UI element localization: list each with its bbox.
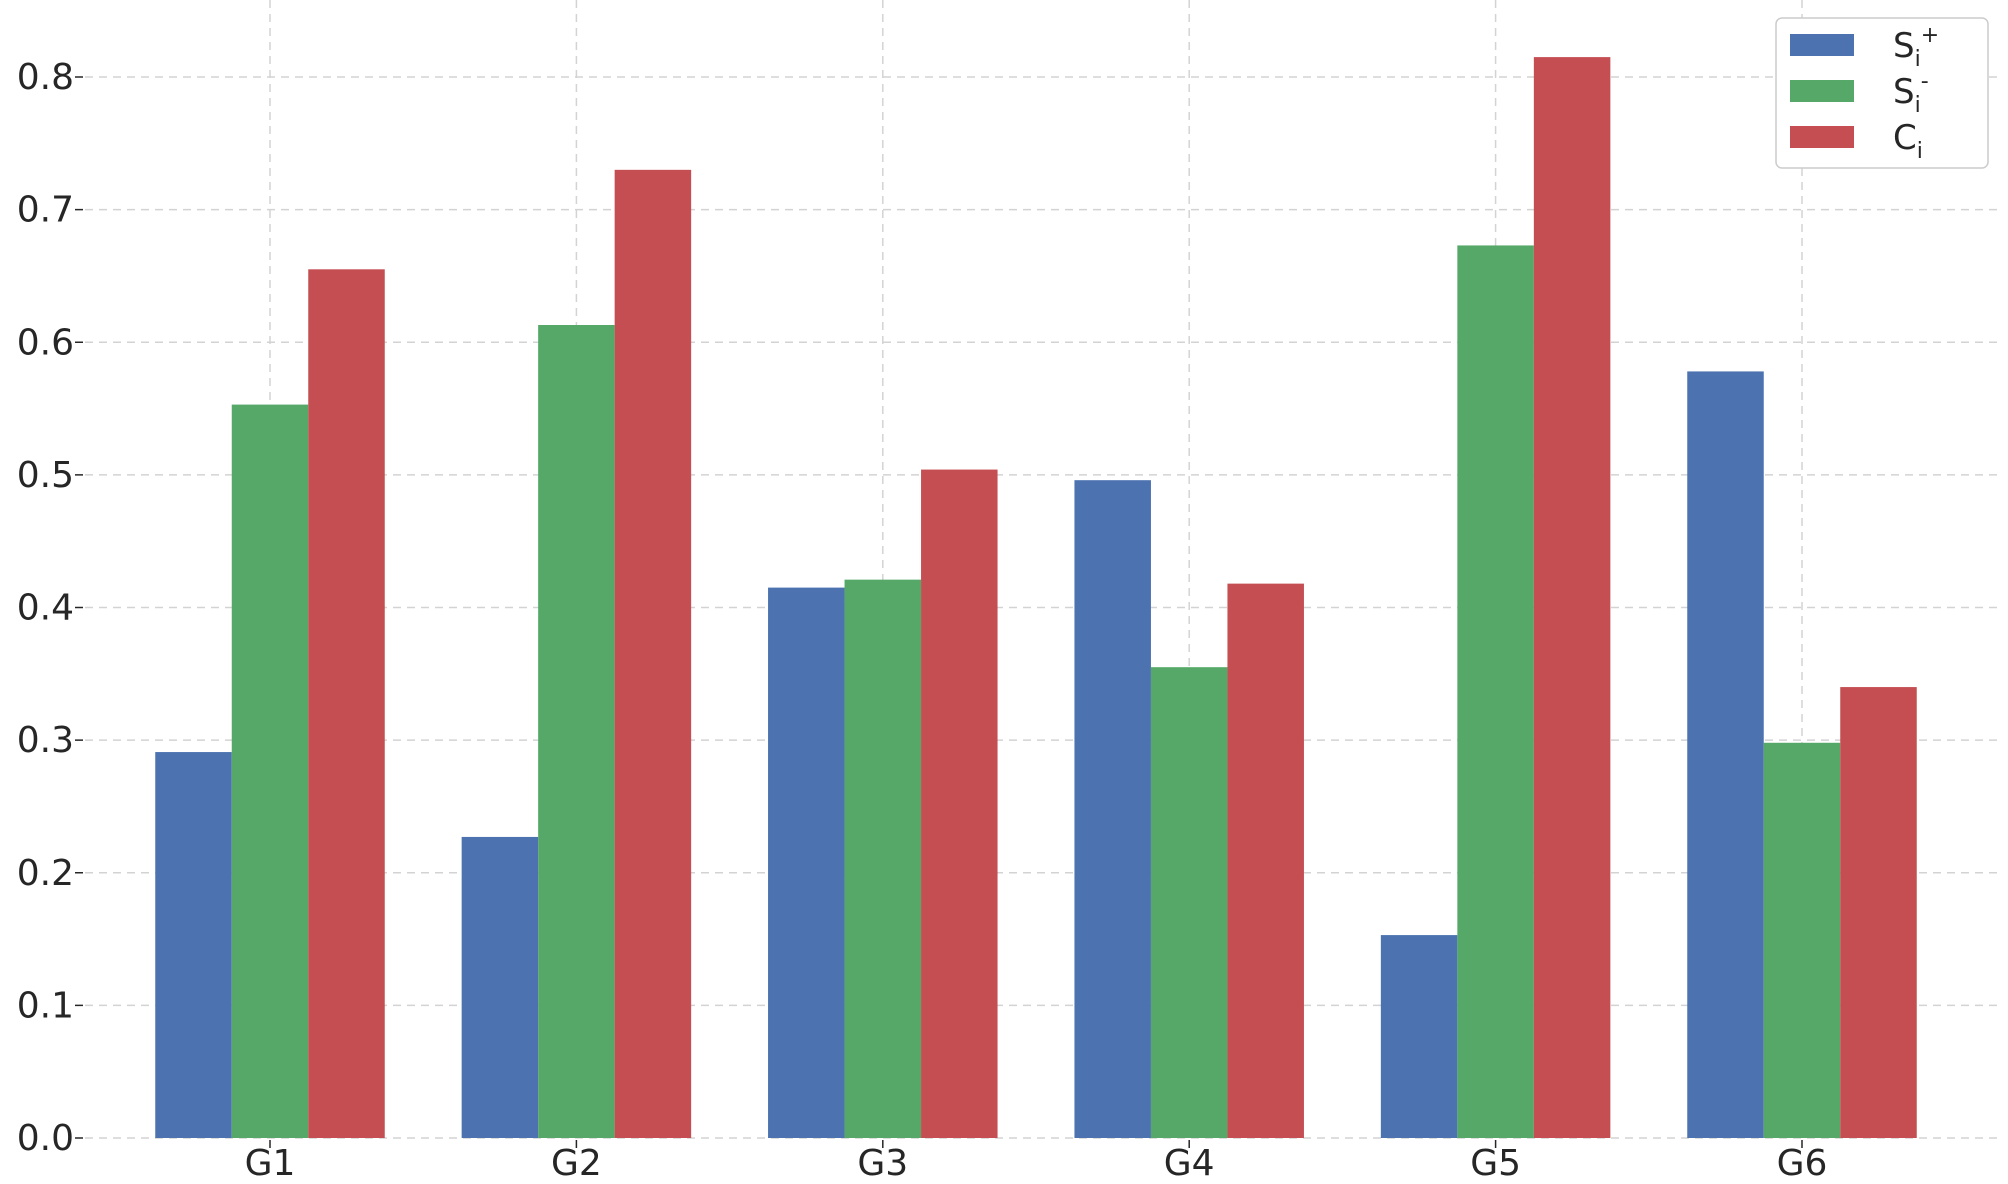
y-tick-label: 0.3	[17, 720, 74, 761]
y-tick-label: 0.8	[17, 57, 74, 98]
legend-label: Si-	[1893, 69, 1929, 118]
bar-si-g6	[1763, 742, 1841, 1138]
legend: Si+Si-Ci	[1775, 17, 1989, 169]
bar-si-g4	[1074, 480, 1151, 1138]
bars	[155, 57, 1917, 1139]
y-tick-label: 0.6	[17, 322, 74, 363]
legend-swatch	[1790, 126, 1854, 148]
y-axis: 0.0 0.1 0.2 0.3 0.4 0.5 0.6 0.7 0.8	[17, 57, 83, 1159]
bar-ci-g5	[1533, 57, 1611, 1139]
bar-si-g3	[844, 579, 922, 1138]
y-tick-label: 0.0	[17, 1118, 74, 1159]
grid	[85, 0, 2000, 1139]
bar-ci-g2	[614, 169, 692, 1138]
bar-ci-g4	[1227, 583, 1304, 1138]
legend-label: Ci	[1893, 118, 1923, 164]
bar-ci-g3	[921, 469, 998, 1138]
legend-swatch	[1790, 34, 1854, 56]
x-tick-label: G6	[1777, 1143, 1828, 1179]
bar-ci-g1	[308, 269, 385, 1138]
bar-si-g2	[461, 836, 539, 1138]
x-tick-label: G5	[1470, 1143, 1521, 1179]
bar-si-g5	[1457, 245, 1534, 1139]
x-tick-label: G1	[245, 1143, 296, 1179]
y-tick-label: 0.2	[17, 853, 74, 894]
bar-si-g5	[1380, 935, 1458, 1138]
bar-ci-g6	[1840, 687, 1917, 1138]
y-tick-label: 0.4	[17, 588, 74, 629]
bar-si-g1	[155, 752, 232, 1138]
x-axis: G1 G2 G3 G4 G5 G6	[245, 1140, 1828, 1184]
bar-si-g2	[538, 325, 615, 1138]
x-tick-label: G3	[857, 1143, 908, 1179]
y-tick-label: 0.5	[17, 455, 74, 496]
bar-si-g4	[1150, 667, 1228, 1138]
bar-si-g1	[231, 404, 309, 1138]
bar-si-g6	[1687, 371, 1764, 1138]
legend-label: Si+	[1893, 23, 1939, 72]
x-tick-label: G2	[551, 1143, 602, 1179]
legend-swatch	[1790, 80, 1854, 102]
y-tick-label: 0.7	[17, 190, 74, 231]
y-tick-label: 0.1	[17, 985, 74, 1026]
bar-si-g3	[768, 587, 845, 1138]
x-tick-label: G4	[1164, 1143, 1215, 1179]
